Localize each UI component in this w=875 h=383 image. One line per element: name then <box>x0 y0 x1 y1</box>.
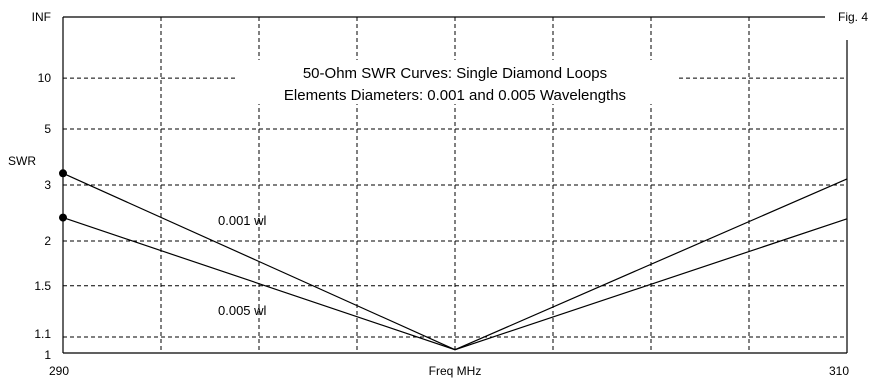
series-label: 0.001 wl <box>218 213 267 228</box>
title-background <box>238 60 678 104</box>
series-labels: 0.001 wl 0.005 wl <box>218 213 267 318</box>
y-tick-label: 5 <box>44 122 51 136</box>
series-label: 0.005 wl <box>218 303 267 318</box>
series-start-marker <box>59 169 67 178</box>
y-tick-label: 10 <box>38 71 52 85</box>
series-line <box>62 217 848 351</box>
y-tick-label: 1 <box>44 348 51 362</box>
x-tick-label: 310 <box>829 364 849 378</box>
y-tick-label: INF <box>32 10 51 24</box>
tick-labels: 1 1.1 1.5 2 3 5 10 INF 290 Freq MHz 310 <box>32 10 850 378</box>
series-start-marker <box>59 213 67 222</box>
y-axis-label: SWR <box>8 154 36 168</box>
x-tick-label: 290 <box>49 364 69 378</box>
series <box>59 169 848 351</box>
y-tick-label: 2 <box>44 234 51 248</box>
axes <box>62 16 848 354</box>
x-tick-label: Freq MHz <box>429 364 482 378</box>
y-tick-label: 1.1 <box>34 327 51 341</box>
chart-title: 50-Ohm SWR Curves: Single Diamond Loops <box>303 65 607 82</box>
chart-subtitle: Elements Diameters: 0.001 and 0.005 Wave… <box>284 87 626 104</box>
y-tick-label: 1.5 <box>34 279 51 293</box>
figure-label: Fig. 4 <box>838 10 868 24</box>
y-tick-label: 3 <box>44 178 51 192</box>
